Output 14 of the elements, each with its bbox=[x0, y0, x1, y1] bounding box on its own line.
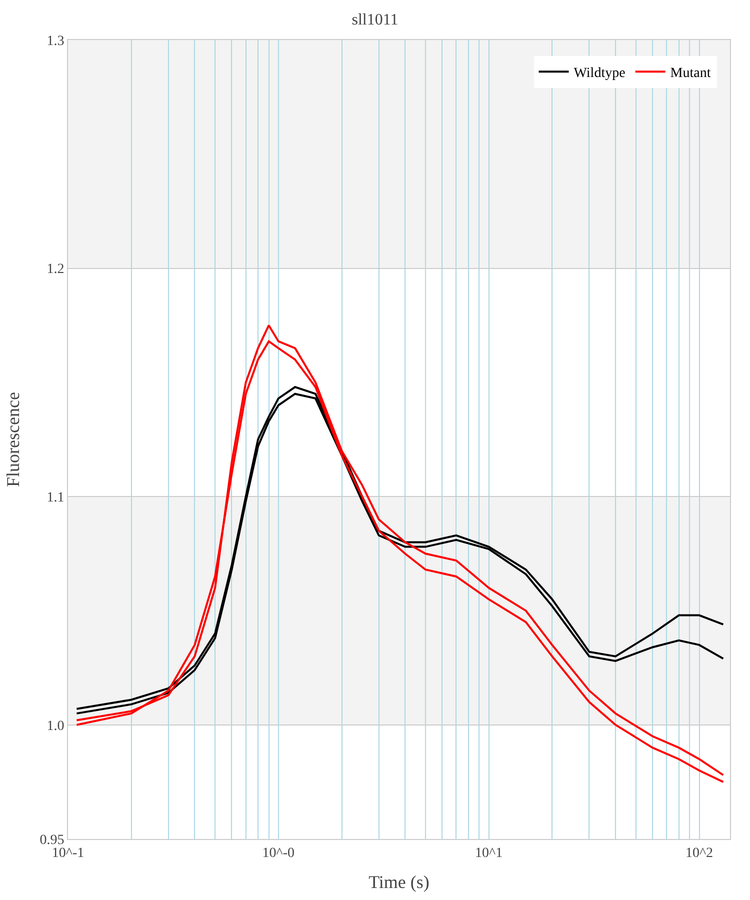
y-tick-label: 1.3 bbox=[46, 34, 64, 49]
legend-label: Mutant bbox=[670, 66, 711, 82]
chart-title: sll1011 bbox=[352, 12, 398, 29]
y-tick-label: 1.2 bbox=[46, 262, 64, 278]
legend-label: Wildtype bbox=[574, 66, 626, 82]
y-axis-title: Fluorescence bbox=[2, 392, 23, 487]
x-tick-label: 10^-0 bbox=[262, 846, 295, 861]
y-tick-label: 0.95 bbox=[40, 832, 64, 848]
x-tick-label: 10^-1 bbox=[52, 846, 84, 861]
y-tick-label: 1.1 bbox=[46, 490, 64, 506]
x-tick-label: 10^2 bbox=[685, 846, 714, 861]
y-tick-label: 1.0 bbox=[46, 718, 64, 734]
x-axis-title: Time (s) bbox=[368, 872, 430, 892]
x-tick-label: 10^1 bbox=[475, 846, 503, 861]
